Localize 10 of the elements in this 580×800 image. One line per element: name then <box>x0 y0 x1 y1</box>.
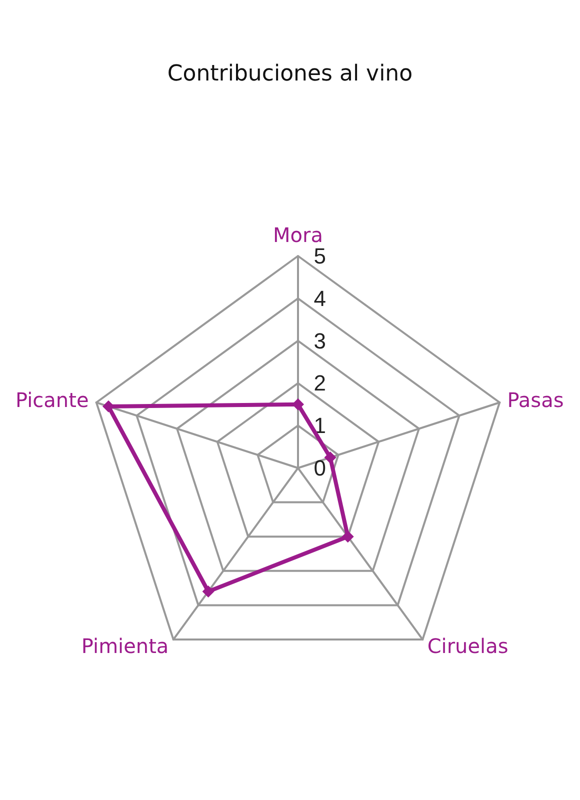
y-tick-label: 4 <box>314 286 326 311</box>
spoke-label: Pasas <box>507 388 564 412</box>
y-tick-label: 3 <box>314 328 326 354</box>
y-tick-label: 0 <box>314 456 326 480</box>
y-tick-label: 2 <box>314 370 326 396</box>
y-tick-label: 1 <box>314 413 326 438</box>
spoke-label: Picante <box>16 388 89 412</box>
spoke-label: Ciruelas <box>427 634 508 658</box>
chart-title: Contribuciones al vino <box>167 62 413 86</box>
spoke-label: Pimienta <box>81 634 169 658</box>
